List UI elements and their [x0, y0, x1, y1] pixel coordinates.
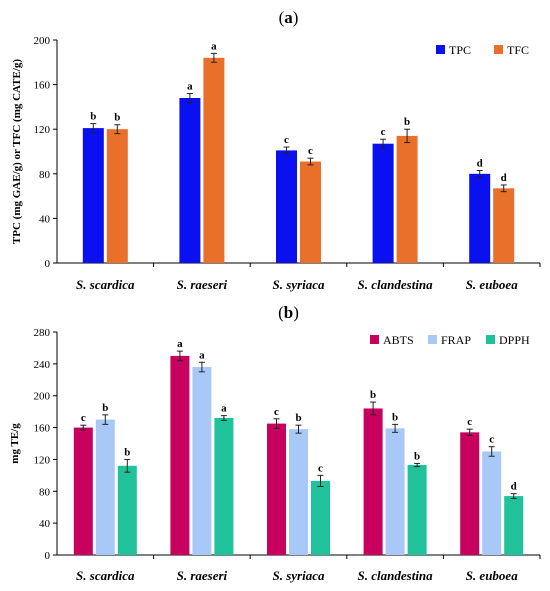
panel-b-category-label: S. syriaca — [273, 568, 326, 583]
panel-b-bar — [482, 451, 502, 555]
panel-a-bar — [493, 188, 515, 263]
panel-b-legend-swatch — [486, 335, 495, 344]
panel-b-bar — [363, 408, 383, 555]
panel-b-bar — [504, 496, 524, 555]
panel-a-category-label: S. euboea — [466, 277, 519, 292]
panel-a-significance-label: c — [284, 134, 289, 146]
panel-a-category-label: S. clandestina — [358, 277, 434, 292]
panel-b-significance-label: b — [124, 446, 130, 458]
panel-b-y-tick-label: 40 — [39, 518, 51, 530]
panel-a-significance-label: d — [501, 172, 507, 184]
panel-b-legend-label: DPPH — [499, 333, 530, 347]
panel-b-significance-label: c — [274, 406, 279, 418]
panel-a-label: (a) — [279, 8, 299, 27]
panel-a-legend-swatch — [494, 45, 503, 54]
panel-a-significance-label: b — [90, 111, 96, 123]
panel-b-significance-label: c — [318, 462, 323, 474]
panel-a-legend-swatch — [436, 45, 445, 54]
panel-b-y-tick-label: 120 — [34, 454, 51, 466]
panel-a-bar — [396, 135, 418, 263]
panel-b-y-tick-label: 160 — [34, 423, 51, 435]
panel-b-bar — [170, 355, 190, 555]
panel-b-bar — [73, 427, 93, 555]
panel-a-y-tick-label: 80 — [39, 169, 51, 181]
panel-b-bar — [311, 480, 330, 555]
panel-a-category-label: S. scardica — [76, 277, 135, 292]
panel-b-bar — [267, 423, 286, 555]
panel-a-legend-label: TPC — [449, 43, 471, 57]
panel-b-significance-label: b — [370, 389, 376, 401]
panel-a-bar — [82, 128, 104, 263]
panel-a-bar — [276, 150, 297, 263]
panel-b-y-tick-label: 240 — [34, 359, 51, 371]
panel-a-significance-label: b — [114, 112, 120, 124]
panel-a-category-label: S. syriaca — [273, 277, 326, 292]
panel-b-category-label: S. clandestina — [358, 568, 434, 583]
panel-a-bar — [179, 97, 201, 263]
panel-b-significance-label: b — [102, 402, 108, 414]
panel-a-bar — [300, 161, 321, 263]
panel-b-y-tick-label: 80 — [39, 486, 51, 498]
panel-b-legend-label: ABTS — [383, 333, 414, 347]
panel-b-y-tick-label: 0 — [45, 550, 51, 562]
panel-a-y-axis-label: TPC (mg GAE/g) or TFC (mg CATE/g) — [11, 59, 23, 244]
panel-a-significance-label: c — [308, 145, 313, 157]
panel-a-bar — [469, 173, 491, 263]
panel-a-significance-label: a — [211, 40, 217, 52]
panel-b-significance-label: a — [177, 338, 183, 350]
panel-a-significance-label: a — [187, 81, 193, 93]
panel-b-bar — [289, 429, 308, 555]
panel-a-bar — [106, 129, 128, 263]
panel-b-bar — [95, 419, 115, 555]
panel-a-bar — [372, 143, 394, 263]
panel-a-legend-label: TFC — [507, 43, 529, 57]
panel-b-bar — [407, 465, 427, 555]
panel-b-bar — [117, 465, 137, 555]
panel-b-bar — [192, 367, 212, 555]
panel-b-significance-label: c — [81, 412, 86, 424]
panel-a-category-label: S. raeseri — [177, 277, 228, 292]
panel-b-category-label: S. euboea — [466, 568, 519, 583]
panel-b-category-label: S. scardica — [76, 568, 135, 583]
panel-b-significance-label: b — [295, 412, 301, 424]
panel-b-legend-swatch — [370, 335, 379, 344]
panel-a-significance-label: c — [381, 126, 386, 138]
panel-b-significance-label: b — [414, 450, 420, 462]
panel-a-y-tick-label: 40 — [39, 213, 51, 225]
panel-b-significance-label: c — [467, 416, 472, 428]
panel-b-bar — [385, 428, 405, 555]
panel-a-significance-label: b — [404, 116, 410, 128]
panel-b-bar — [460, 432, 480, 555]
panel-a-y-tick-label: 200 — [34, 35, 51, 47]
panel-b-legend-label: FRAP — [441, 333, 471, 347]
panel-b-significance-label: a — [199, 349, 205, 361]
panel-b-significance-label: d — [511, 481, 517, 493]
panel-a-y-tick-label: 160 — [34, 80, 51, 92]
panel-b-significance-label: c — [489, 434, 494, 446]
panel-a-significance-label: d — [477, 157, 483, 169]
panel-b-y-axis-label: mg TE/g — [9, 423, 21, 464]
panel-b-y-tick-label: 280 — [34, 327, 51, 339]
panel-b-significance-label: a — [221, 403, 227, 415]
panel-a-y-tick-label: 120 — [34, 124, 51, 136]
panel-b-category-label: S. raeseri — [177, 568, 228, 583]
panel-a-bar — [203, 57, 225, 264]
panel-b-label: (b) — [278, 303, 299, 322]
panel-b-bar — [214, 418, 234, 555]
panel-b-legend-swatch — [428, 335, 437, 344]
panel-a-y-tick-label: 0 — [45, 258, 51, 270]
panel-b-significance-label: b — [392, 411, 398, 423]
panel-b-y-tick-label: 200 — [34, 391, 51, 403]
